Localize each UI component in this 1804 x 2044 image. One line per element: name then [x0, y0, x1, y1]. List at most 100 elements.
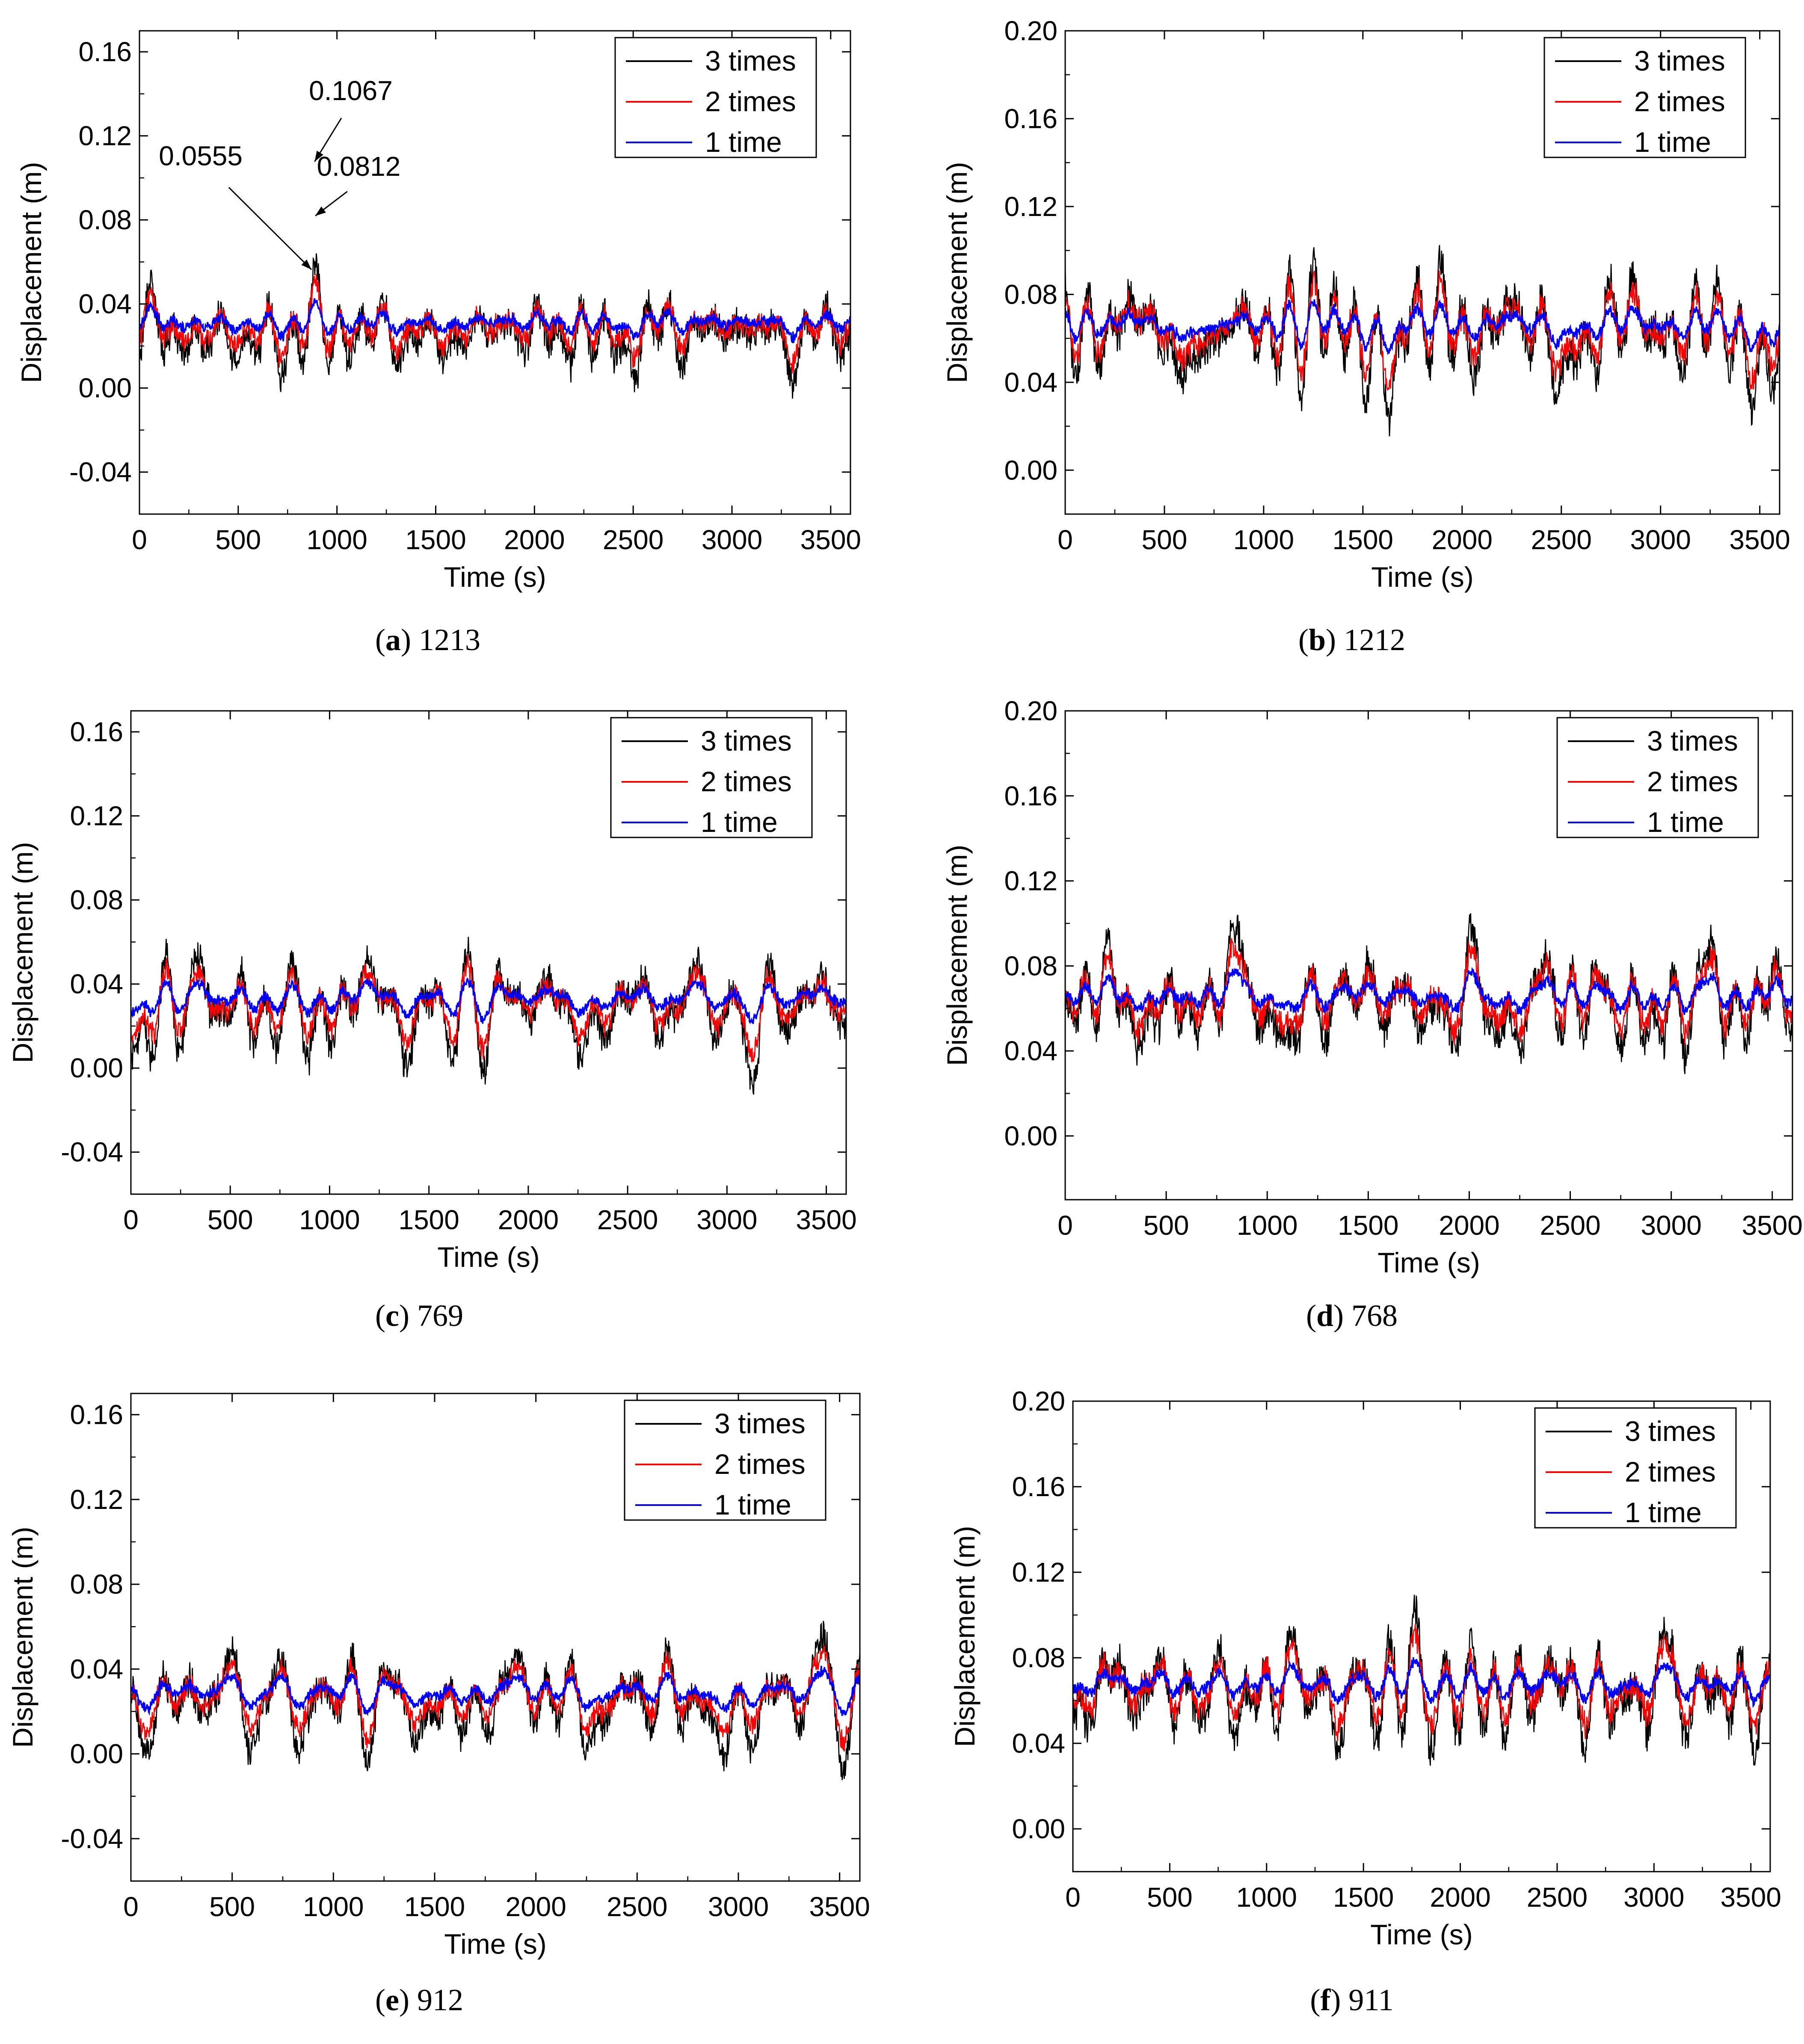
legend-label: 3 times [1634, 45, 1725, 77]
series-line-1-time [139, 298, 850, 343]
x-tick-label: 1500 [398, 1204, 459, 1235]
legend-label: 1 time [1625, 1497, 1702, 1528]
legend-label: 3 times [1625, 1415, 1716, 1447]
annotation-arrowhead [301, 259, 312, 270]
y-axis-title: Displacement (m) [15, 162, 47, 383]
y-tick-label: 0.04 [1004, 1035, 1058, 1066]
series-line-1-time [1073, 1657, 1770, 1708]
chart-panel-a: 0 500 1000 1500 2000 2500 3000 3500 -0.04 0.00 0.0… [15, 30, 861, 657]
plot-frame [130, 710, 847, 1195]
x-tick-label: 500 [1147, 1882, 1193, 1913]
y-tick-label: 0.08 [70, 884, 123, 915]
x-tick-label: 0 [132, 524, 147, 555]
x-tick-label: 0 [1058, 1210, 1073, 1241]
y-tick-label: -0.04 [69, 457, 132, 488]
y-tick-label: 0.12 [1004, 191, 1058, 222]
y-tick-label: 0.04 [1004, 367, 1058, 398]
x-tick-label: 2500 [603, 524, 664, 555]
annotation-arrowhead [315, 206, 326, 216]
x-tick-label: 2000 [1430, 1882, 1490, 1913]
y-tick-label: 0.12 [1012, 1557, 1065, 1588]
y-tick-label: 0.16 [1004, 103, 1058, 134]
x-tick-label: 3000 [696, 1204, 757, 1235]
x-tick-label: 0 [123, 1204, 139, 1235]
legend-label: 2 times [714, 1448, 806, 1480]
y-tick-label: 0.12 [78, 121, 132, 151]
y-tick-label: 0.08 [78, 204, 132, 235]
series-group [1065, 913, 1792, 1074]
y-tick-label: 0.12 [70, 801, 123, 831]
x-tick-label: 500 [209, 1891, 255, 1922]
y-axis-title: Displacement (m) [7, 842, 39, 1063]
x-tick-label: 2000 [504, 524, 565, 555]
y-tick-label: 0.04 [70, 1654, 123, 1684]
y-tick-label: 0.12 [70, 1484, 123, 1515]
plot-frame [130, 1393, 861, 1882]
x-axis-title: Time (s) [444, 1928, 547, 1960]
x-tick-label: 2000 [1432, 524, 1493, 555]
y-tick-label: 0.00 [1012, 1813, 1065, 1844]
x-tick-label: 1000 [1233, 524, 1294, 555]
y-tick-label: 0.20 [1004, 695, 1058, 726]
y-tick-label: 0.08 [1004, 279, 1058, 310]
y-axis-title: Displacement (m) [941, 162, 973, 383]
legend-box [1534, 1407, 1737, 1529]
x-tick-label: 3000 [1623, 1882, 1684, 1913]
x-tick-label: 1500 [1338, 1210, 1398, 1241]
y-tick-label: 0.04 [70, 969, 123, 1000]
annotation-arrowhead [314, 151, 323, 162]
plot-frame [1064, 710, 1793, 1201]
annotation-label: 0.0555 [159, 140, 243, 171]
x-axis-title: Time (s) [1371, 561, 1474, 593]
panel-caption: (c) 769 [375, 1299, 463, 1333]
y-tick-label: 0.08 [1012, 1642, 1065, 1673]
annotation-arrow [228, 187, 312, 270]
x-tick-label: 500 [207, 1204, 253, 1235]
series-line-1-time [1065, 967, 1792, 1016]
legend-label: 1 time [701, 806, 778, 838]
y-tick-label: 0.00 [70, 1053, 123, 1083]
x-tick-label: 2000 [498, 1204, 559, 1235]
legend-label: 2 times [705, 86, 796, 117]
y-tick-label: -0.04 [61, 1137, 123, 1168]
x-tick-label: 1000 [1236, 1882, 1297, 1913]
legend-label: 1 time [1634, 126, 1711, 158]
x-tick-label: 3500 [1721, 1882, 1781, 1913]
x-tick-label: 2500 [597, 1204, 658, 1235]
x-tick-label: 3500 [809, 1891, 870, 1922]
y-tick-label: 0.08 [70, 1569, 123, 1600]
legend-label: 2 times [1647, 766, 1738, 797]
chart-panel-c: 0 500 1000 1500 2000 2500 3000 3500 -0.04 0.00 0.0… [7, 710, 857, 1333]
x-tick-label: 3500 [1742, 1210, 1803, 1241]
annotation-label: 0.1067 [309, 75, 393, 106]
x-tick-label: 1000 [299, 1204, 360, 1235]
panel-caption: (d) 768 [1306, 1299, 1398, 1333]
x-tick-label: 1500 [404, 1891, 465, 1922]
x-tick-label: 3500 [1729, 524, 1790, 555]
y-tick-label: 0.00 [1004, 455, 1058, 485]
y-tick-label: 0.20 [1012, 1386, 1065, 1417]
x-tick-label: 1000 [1237, 1210, 1297, 1241]
legend-label: 3 times [705, 45, 796, 77]
x-tick-label: 2500 [1527, 1882, 1588, 1913]
y-tick-label: 0.12 [1004, 866, 1058, 896]
panel-caption: (b) 1212 [1298, 623, 1405, 657]
x-tick-label: 3500 [800, 524, 861, 555]
series-line-1-time [131, 1665, 860, 1716]
x-tick-label: 3000 [1630, 524, 1691, 555]
legend-box [614, 37, 817, 158]
plot-frame [139, 30, 851, 515]
x-tick-label: 0 [1065, 1882, 1081, 1913]
series-group [131, 1621, 860, 1781]
series-group [139, 253, 850, 399]
legend-label: 3 times [1647, 725, 1738, 757]
y-tick-label: 0.20 [1004, 15, 1058, 46]
y-tick-label: 0.00 [70, 1739, 123, 1769]
x-tick-label: 500 [1142, 524, 1188, 555]
series-line-3-times [131, 937, 846, 1095]
y-axis-title: Displacement (m) [949, 1526, 980, 1747]
y-tick-label: 0.16 [78, 36, 132, 67]
x-tick-label: 2000 [505, 1891, 566, 1922]
y-tick-label: 0.16 [70, 716, 123, 747]
